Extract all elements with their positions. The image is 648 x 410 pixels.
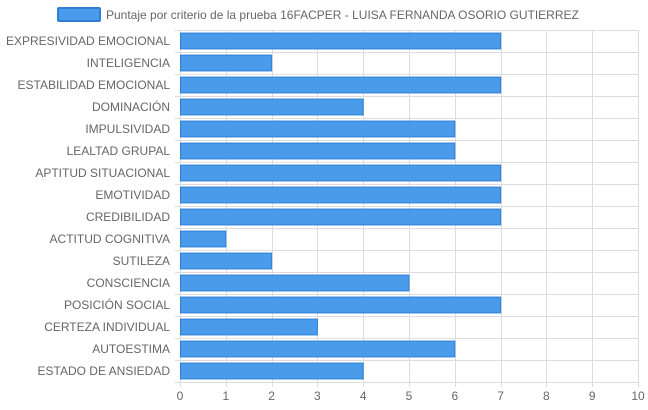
category-label: APTITUD SITUACIONAL (35, 166, 170, 180)
bar (180, 252, 273, 270)
bar (180, 142, 456, 160)
bar (180, 120, 456, 138)
x-tick-label: 2 (268, 389, 275, 403)
category-label: POSICIÓN SOCIAL (64, 297, 170, 312)
x-tick-labels: 0 1 2 3 4 5 6 7 8 9 10 (177, 389, 645, 403)
x-tick-label: 9 (589, 389, 596, 403)
category-labels: EXPRESIVIDAD EMOCIONAL INTELIGENCIA ESTABI… (6, 34, 170, 378)
category-label: ACTITUD COGNITIVA (50, 232, 170, 246)
bar (180, 164, 502, 182)
x-tick-label: 4 (360, 389, 367, 403)
category-label: SUTILEZA (113, 254, 170, 268)
category-label: AUTOESTIMA (92, 342, 170, 356)
category-label: DOMINACIÓN (92, 99, 170, 114)
x-tick-label: 8 (543, 389, 550, 403)
x-tick-label: 7 (497, 389, 504, 403)
bar (180, 76, 502, 94)
bar (180, 186, 502, 204)
category-label: LEALTAD GRUPAL (67, 144, 171, 158)
category-label: INTELIGENCIA (87, 56, 170, 70)
bar (180, 296, 502, 314)
bar (180, 274, 410, 292)
bar (180, 362, 364, 380)
bar (180, 54, 273, 72)
category-label: CONSCIENCIA (87, 276, 170, 290)
category-label: CREDIBILIDAD (86, 210, 170, 224)
category-label: ESTADO DE ANSIEDAD (38, 364, 171, 378)
category-label: IMPULSIVIDAD (85, 122, 170, 136)
category-label: CERTEZA INDIVIDUAL (44, 320, 170, 334)
bar (180, 98, 364, 116)
legend-label: Puntaje por criterio de la prueba 16FACP… (106, 8, 579, 22)
bar (180, 208, 502, 226)
legend-swatch (57, 7, 101, 22)
bar (180, 318, 318, 336)
bar (180, 32, 502, 50)
x-tick-label: 1 (222, 389, 229, 403)
bars (180, 32, 502, 380)
x-tick-label: 5 (406, 389, 413, 403)
category-label: ESTABILIDAD EMOCIONAL (18, 78, 171, 92)
bar (180, 230, 227, 248)
x-tick-label: 0 (177, 389, 184, 403)
x-tick-label: 10 (631, 389, 645, 403)
category-label: EMOTIVIDAD (95, 188, 170, 202)
x-tick-label: 3 (314, 389, 321, 403)
category-label: EXPRESIVIDAD EMOCIONAL (6, 34, 170, 48)
x-tick-label: 6 (451, 389, 458, 403)
bar (180, 340, 456, 358)
legend[interactable]: Puntaje por criterio de la prueba 16FACP… (57, 7, 579, 22)
